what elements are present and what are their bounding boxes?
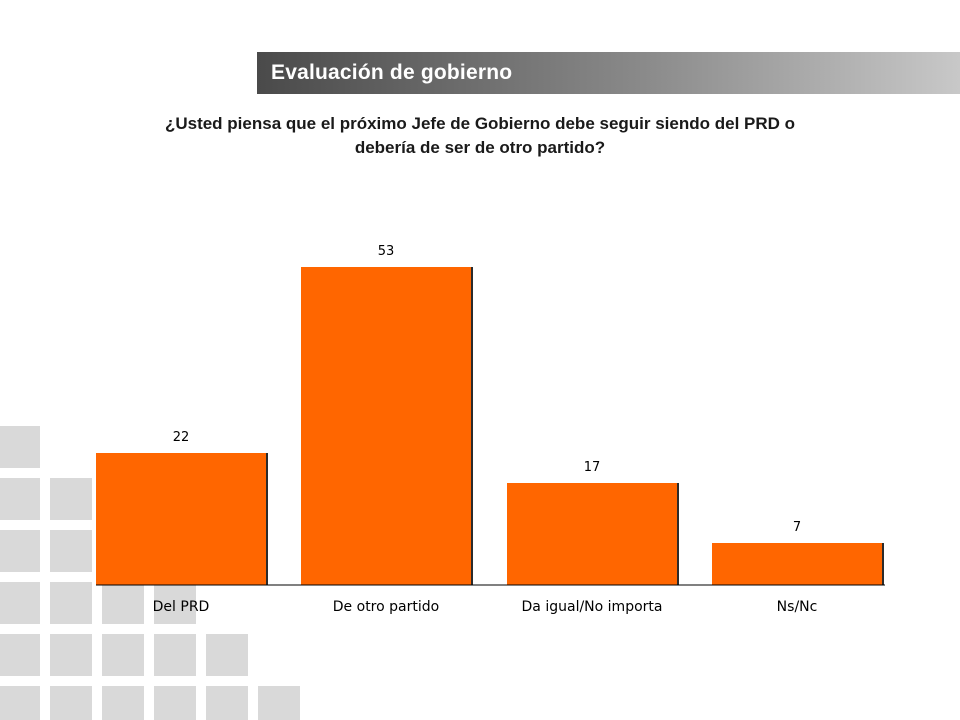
decor-square	[102, 686, 144, 720]
bar	[712, 543, 882, 585]
decor-square	[0, 686, 40, 720]
category-label: Da igual/No importa	[522, 599, 663, 615]
decor-square	[102, 582, 144, 624]
data-label: 53	[378, 244, 395, 259]
data-label: 17	[584, 460, 601, 475]
question-line-1: ¿Usted piensa que el próximo Jefe de Gob…	[164, 114, 796, 133]
question-line-2: debería de ser de otro partido?	[354, 138, 606, 157]
category-label: Del PRD	[153, 599, 210, 615]
decor-square	[0, 530, 40, 572]
decor-square	[0, 582, 40, 624]
page-title: Evaluación de gobierno	[271, 61, 513, 84]
decor-square	[0, 634, 40, 676]
decor-square	[154, 582, 196, 624]
decor-square	[50, 478, 92, 520]
decor-square	[50, 582, 92, 624]
decor-square	[206, 686, 248, 720]
decor-square	[50, 634, 92, 676]
data-label: 7	[793, 520, 801, 535]
decor-square	[258, 686, 300, 720]
decor-square	[0, 426, 40, 468]
bar	[96, 453, 266, 585]
decor-square	[0, 478, 40, 520]
data-label: 22	[173, 430, 190, 445]
header-bar: Evaluación de gobierno	[257, 52, 960, 94]
decor-square	[154, 634, 196, 676]
decor-square	[206, 634, 248, 676]
category-label: Ns/Nc	[777, 599, 818, 615]
decor-square	[102, 634, 144, 676]
bar-shadow	[266, 453, 268, 585]
bar	[507, 483, 677, 585]
category-label: De otro partido	[333, 599, 439, 615]
bar-shadow	[677, 483, 679, 585]
survey-question: ¿Usted piensa que el próximo Jefe de Gob…	[60, 112, 900, 160]
bar	[301, 267, 471, 585]
bar-shadow	[882, 543, 884, 585]
bar-shadow	[471, 267, 473, 585]
decor-square	[50, 686, 92, 720]
decor-square	[50, 530, 92, 572]
decor-square	[154, 686, 196, 720]
